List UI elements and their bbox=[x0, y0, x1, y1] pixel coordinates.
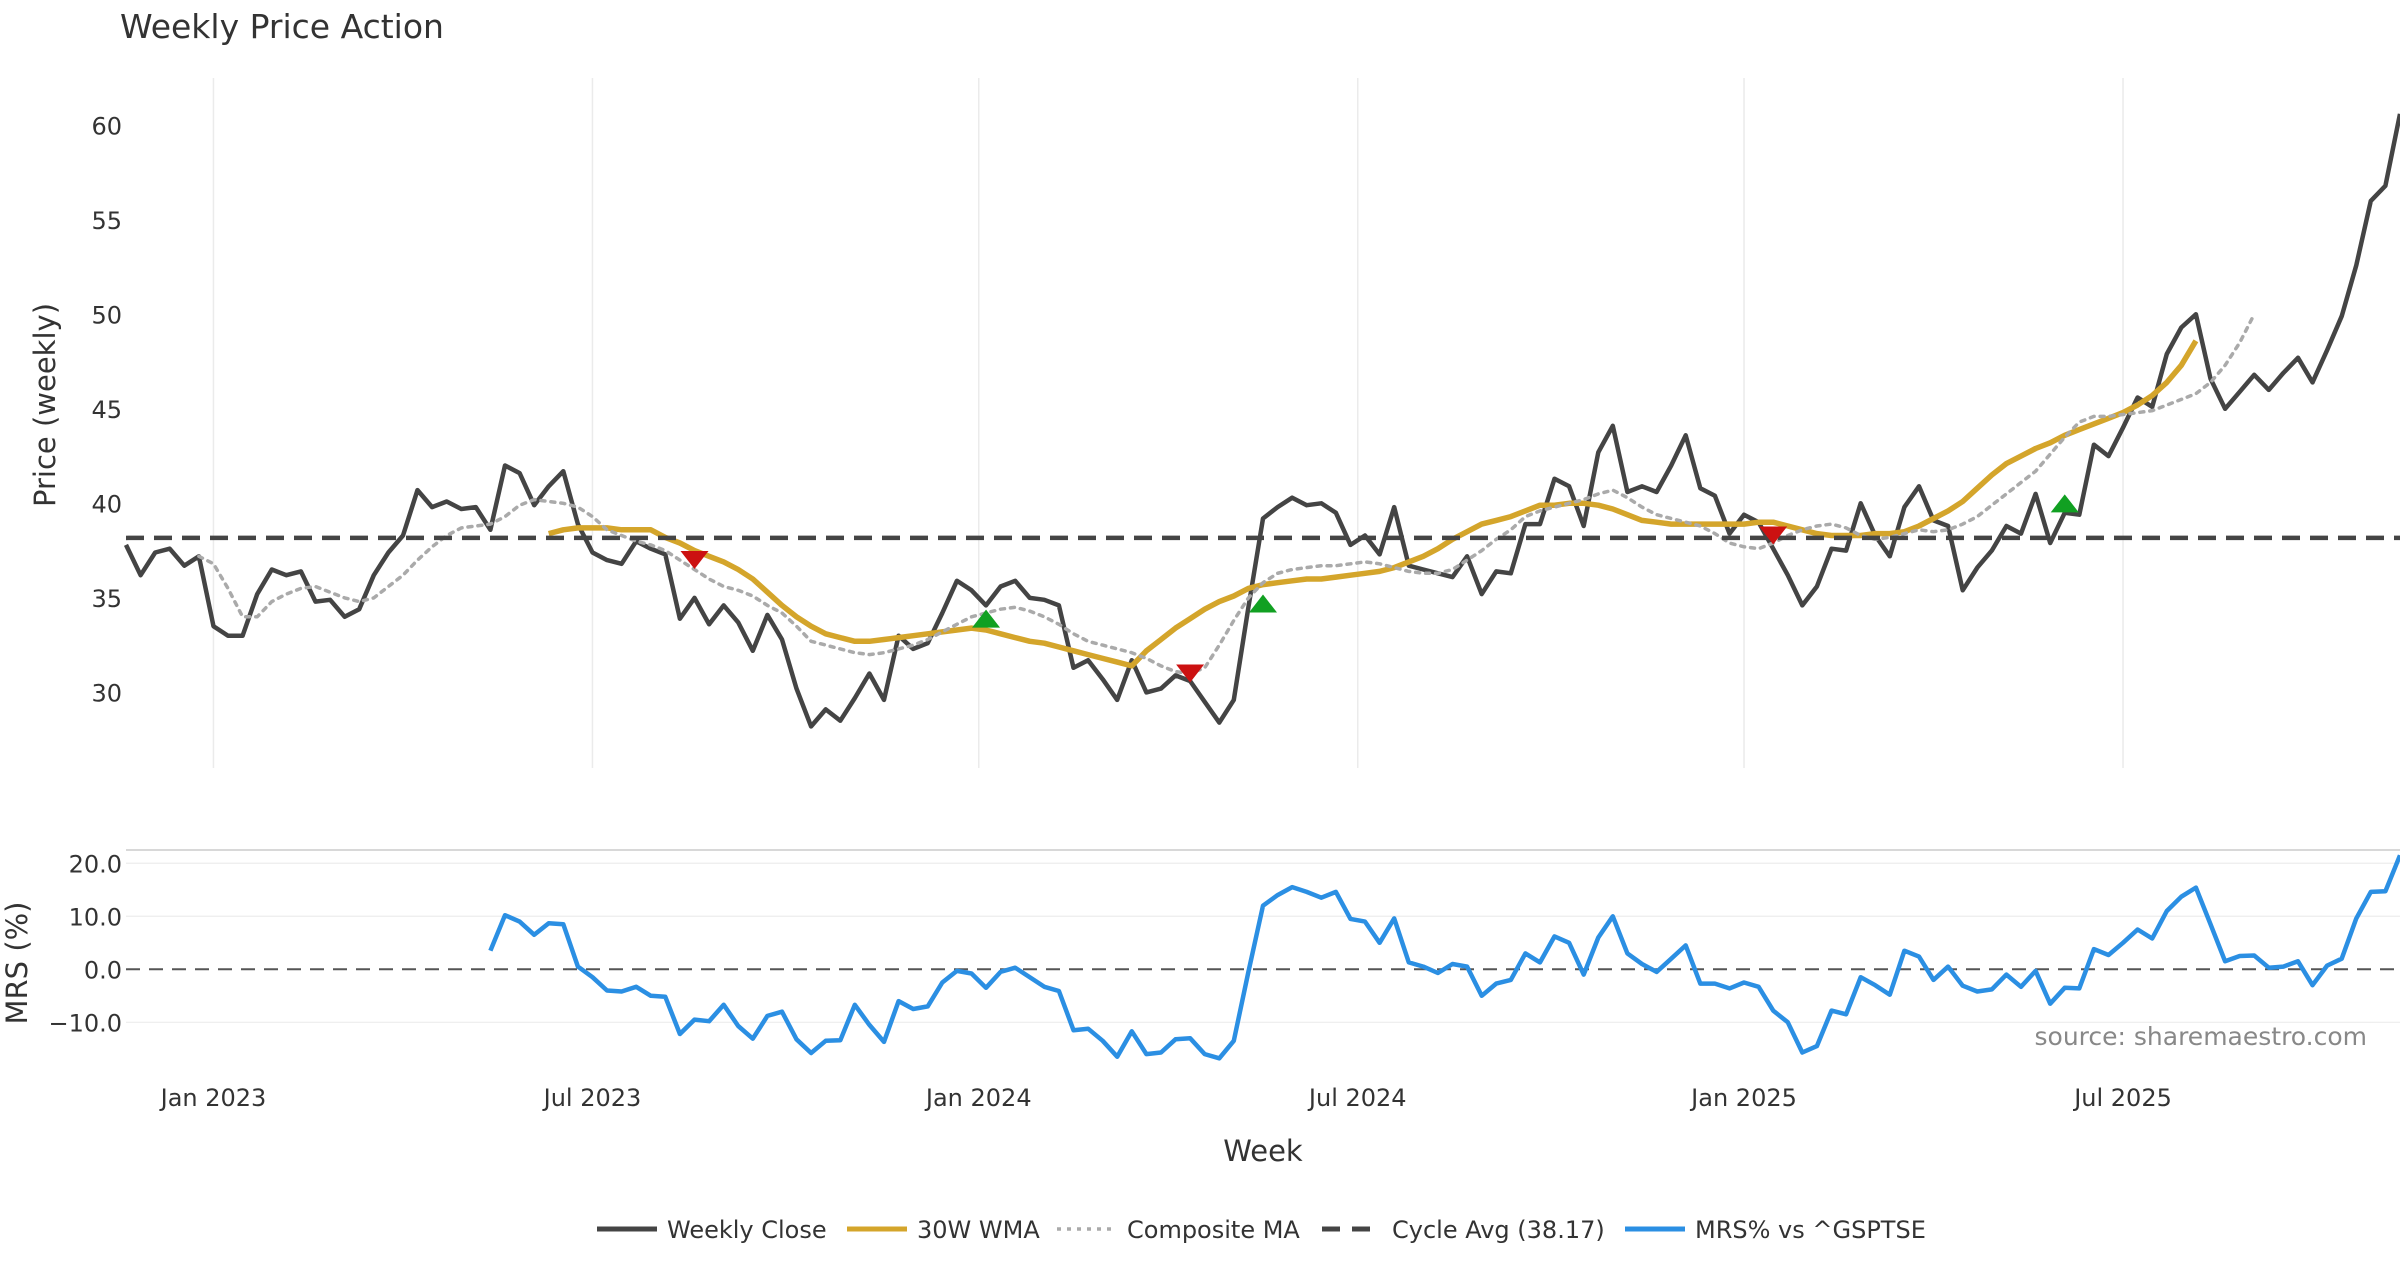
buy-signal-marker bbox=[972, 609, 1001, 628]
price-y-tick-label: 60 bbox=[91, 112, 122, 140]
buy-signal-marker bbox=[1249, 594, 1277, 613]
mrs-y-tick-label: 20.0 bbox=[69, 850, 122, 878]
tick-labels: Jan 2023 Jul 2023 Jan 2024 Jul 2024 Jan 2025… bbox=[48, 112, 2171, 1112]
price-axis-label: Price (weekly) bbox=[28, 303, 62, 507]
x-tick-label: Jul 2023 bbox=[542, 1084, 642, 1112]
source-note: source: sharemaestro.com bbox=[2035, 1022, 2368, 1051]
x-axis-label: Week bbox=[1223, 1134, 1303, 1168]
mrs-axis-label: MRS (%) bbox=[0, 902, 34, 1025]
sell-signal-marker bbox=[1759, 526, 1788, 545]
mrs-y-tick-label: 10.0 bbox=[69, 903, 122, 931]
x-tick-label: Jan 2024 bbox=[924, 1084, 1032, 1112]
legend-label: MRS% vs ^GSPTSE bbox=[1695, 1216, 1926, 1244]
x-tick-label: Jan 2025 bbox=[1689, 1084, 1797, 1112]
price-y-tick-label: 35 bbox=[91, 585, 122, 613]
legend-label: Composite MA bbox=[1127, 1216, 1300, 1244]
price-chart-title: Weekly Price Action bbox=[120, 7, 444, 46]
price-y-tick-label: 45 bbox=[91, 396, 122, 424]
sell-signal-marker bbox=[680, 551, 709, 570]
x-tick-label: Jul 2024 bbox=[1307, 1084, 1407, 1112]
price-y-tick-label: 50 bbox=[91, 301, 122, 329]
legend-label: Weekly Close bbox=[667, 1216, 827, 1244]
price-y-tick-label: 55 bbox=[91, 207, 122, 235]
series-line-mrs bbox=[488, 854, 2400, 1061]
legend: Weekly Close 30W WMA Composite MA Cycle Avg… bbox=[597, 1216, 1926, 1244]
legend-label: Cycle Avg (38.17) bbox=[1392, 1216, 1605, 1244]
x-tick-label: Jan 2023 bbox=[159, 1084, 267, 1112]
mrs-y-tick-label: −10.0 bbox=[48, 1009, 122, 1037]
series-line-composite-ma bbox=[197, 312, 2256, 676]
price-y-tick-label: 30 bbox=[91, 679, 122, 707]
mrs-y-tick-label: 0.0 bbox=[84, 956, 122, 984]
series-layer bbox=[123, 113, 2400, 1061]
series-line-30w-wma bbox=[548, 339, 2199, 669]
buy-signal-marker bbox=[2050, 494, 2079, 513]
x-tick-label: Jul 2025 bbox=[2072, 1084, 2172, 1112]
series-line-weekly-close bbox=[123, 113, 2400, 729]
legend-label: 30W WMA bbox=[917, 1216, 1040, 1244]
price-y-tick-label: 40 bbox=[91, 490, 122, 518]
sell-signal-marker bbox=[1176, 664, 1205, 683]
signal-markers bbox=[680, 494, 2079, 683]
